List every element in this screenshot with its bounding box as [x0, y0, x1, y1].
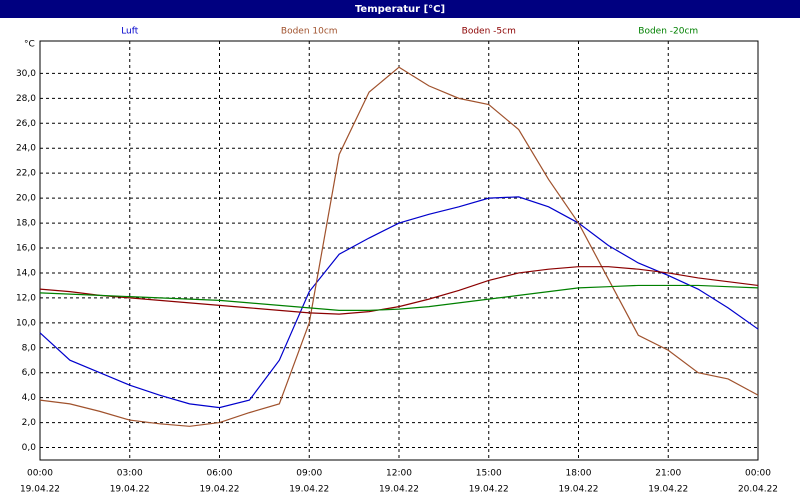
y-tick-label: 28,0 — [16, 94, 36, 104]
series-line — [39, 66, 759, 427]
plot-frame — [39, 40, 759, 461]
x-tick-date: 19.04.22 — [289, 485, 329, 495]
x-tick-label: 00:00 — [27, 469, 53, 479]
y-tick-label: 4,0 — [22, 393, 37, 403]
x-tick-date: 19.04.22 — [199, 485, 239, 495]
x-tick-date: 19.04.22 — [558, 485, 598, 495]
legend-label: Luft — [121, 27, 139, 37]
y-tick-label: 2,0 — [22, 418, 37, 428]
x-tick-label: 21:00 — [655, 469, 681, 479]
x-tick-label: 09:00 — [296, 469, 322, 479]
x-tick-date: 19.04.22 — [110, 485, 150, 495]
y-tick-label: 16,0 — [16, 244, 36, 254]
y-unit: °C — [24, 40, 35, 50]
y-tick-label: 10,0 — [16, 318, 36, 328]
x-tick-label: 03:00 — [117, 469, 143, 479]
legend-label: Boden -20cm — [638, 27, 698, 37]
series-line — [39, 196, 759, 409]
x-tick-label: 18:00 — [566, 469, 592, 479]
y-tick-label: 26,0 — [16, 119, 36, 129]
y-tick-label: 0,0 — [22, 443, 37, 453]
y-tick-label: 24,0 — [16, 144, 36, 154]
x-tick-label: 15:00 — [476, 469, 502, 479]
y-tick-label: 6,0 — [22, 368, 37, 378]
x-tick-date: 19.04.22 — [469, 485, 509, 495]
legend-label: Boden -5cm — [462, 27, 516, 37]
y-tick-label: 18,0 — [16, 219, 36, 229]
legend-label: Boden 10cm — [281, 27, 338, 37]
y-tick-label: 8,0 — [22, 343, 37, 353]
x-tick-label: 06:00 — [207, 469, 233, 479]
y-tick-label: 12,0 — [16, 293, 36, 303]
chart-title: Temperatur [°C] — [355, 4, 445, 15]
y-tick-label: 20,0 — [16, 194, 36, 204]
x-tick-date: 19.04.22 — [379, 485, 419, 495]
y-tick-label: 30,0 — [16, 69, 36, 79]
x-tick-date: 20.04.22 — [738, 485, 778, 495]
x-tick-label: 00:00 — [745, 469, 771, 479]
title-bar — [0, 0, 800, 18]
x-tick-date: 19.04.22 — [20, 485, 60, 495]
series-line — [39, 266, 759, 315]
x-tick-date: 19.04.22 — [648, 485, 688, 495]
x-tick-label: 12:00 — [386, 469, 412, 479]
y-tick-label: 22,0 — [16, 169, 36, 179]
series-line — [39, 284, 759, 311]
y-tick-label: 14,0 — [16, 268, 36, 278]
